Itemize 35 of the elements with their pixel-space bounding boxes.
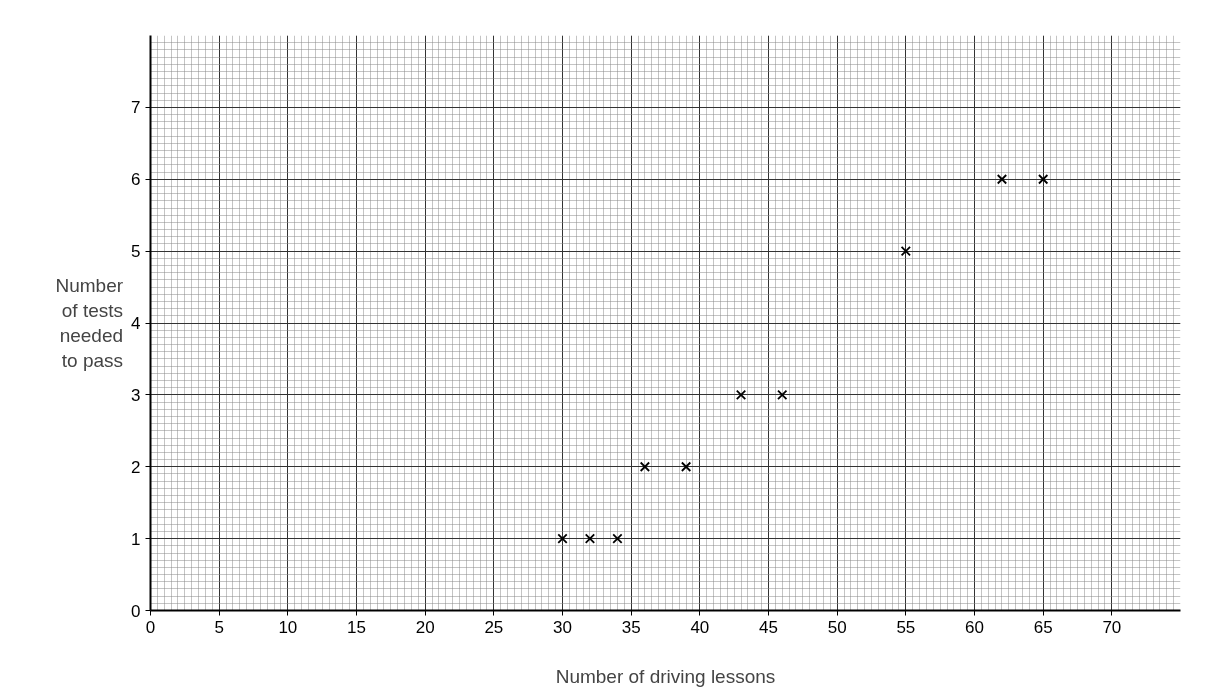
point: [680, 461, 692, 472]
x-tick-label: 20: [415, 617, 435, 637]
x-tick-label: 35: [621, 617, 641, 637]
point: [584, 533, 596, 544]
y-tick-label: 4: [131, 314, 141, 333]
y-tick-label: 7: [131, 98, 141, 118]
point: [639, 461, 651, 472]
y-tick-label: 6: [131, 170, 141, 190]
point: [735, 389, 747, 401]
y-tick-label: 5: [131, 242, 141, 262]
y-tick-label: 1: [131, 529, 141, 549]
x-tick-label: 55: [896, 617, 916, 637]
x-tick-label: 25: [484, 617, 504, 637]
x-tick-label: 60: [965, 617, 984, 637]
x-tick-label: 15: [347, 617, 366, 637]
x-tick-label: 30: [553, 617, 572, 637]
x-tick-label: 10: [278, 617, 298, 637]
x-tick-label: 0: [145, 617, 156, 637]
point: [996, 174, 1008, 185]
x-tick-label: 45: [759, 617, 778, 637]
point: [612, 533, 623, 544]
x-tick-label: 65: [1033, 617, 1053, 637]
point: [777, 389, 788, 401]
y-tick-label: 0: [131, 601, 141, 621]
x-tick-label: 5: [214, 617, 224, 637]
y-tick-label: 3: [131, 385, 141, 405]
point: [1038, 174, 1049, 185]
x-tick-label: 70: [1102, 617, 1122, 637]
y-axis-title: Number of tests needed to pass: [55, 274, 124, 372]
point: [557, 533, 568, 544]
x-axis-title: Number of driving lessons: [555, 665, 776, 687]
y-tick-label: 2: [131, 457, 141, 477]
point: [900, 245, 911, 257]
x-tick-label: 50: [827, 617, 847, 637]
x-tick-label: 40: [690, 617, 710, 637]
